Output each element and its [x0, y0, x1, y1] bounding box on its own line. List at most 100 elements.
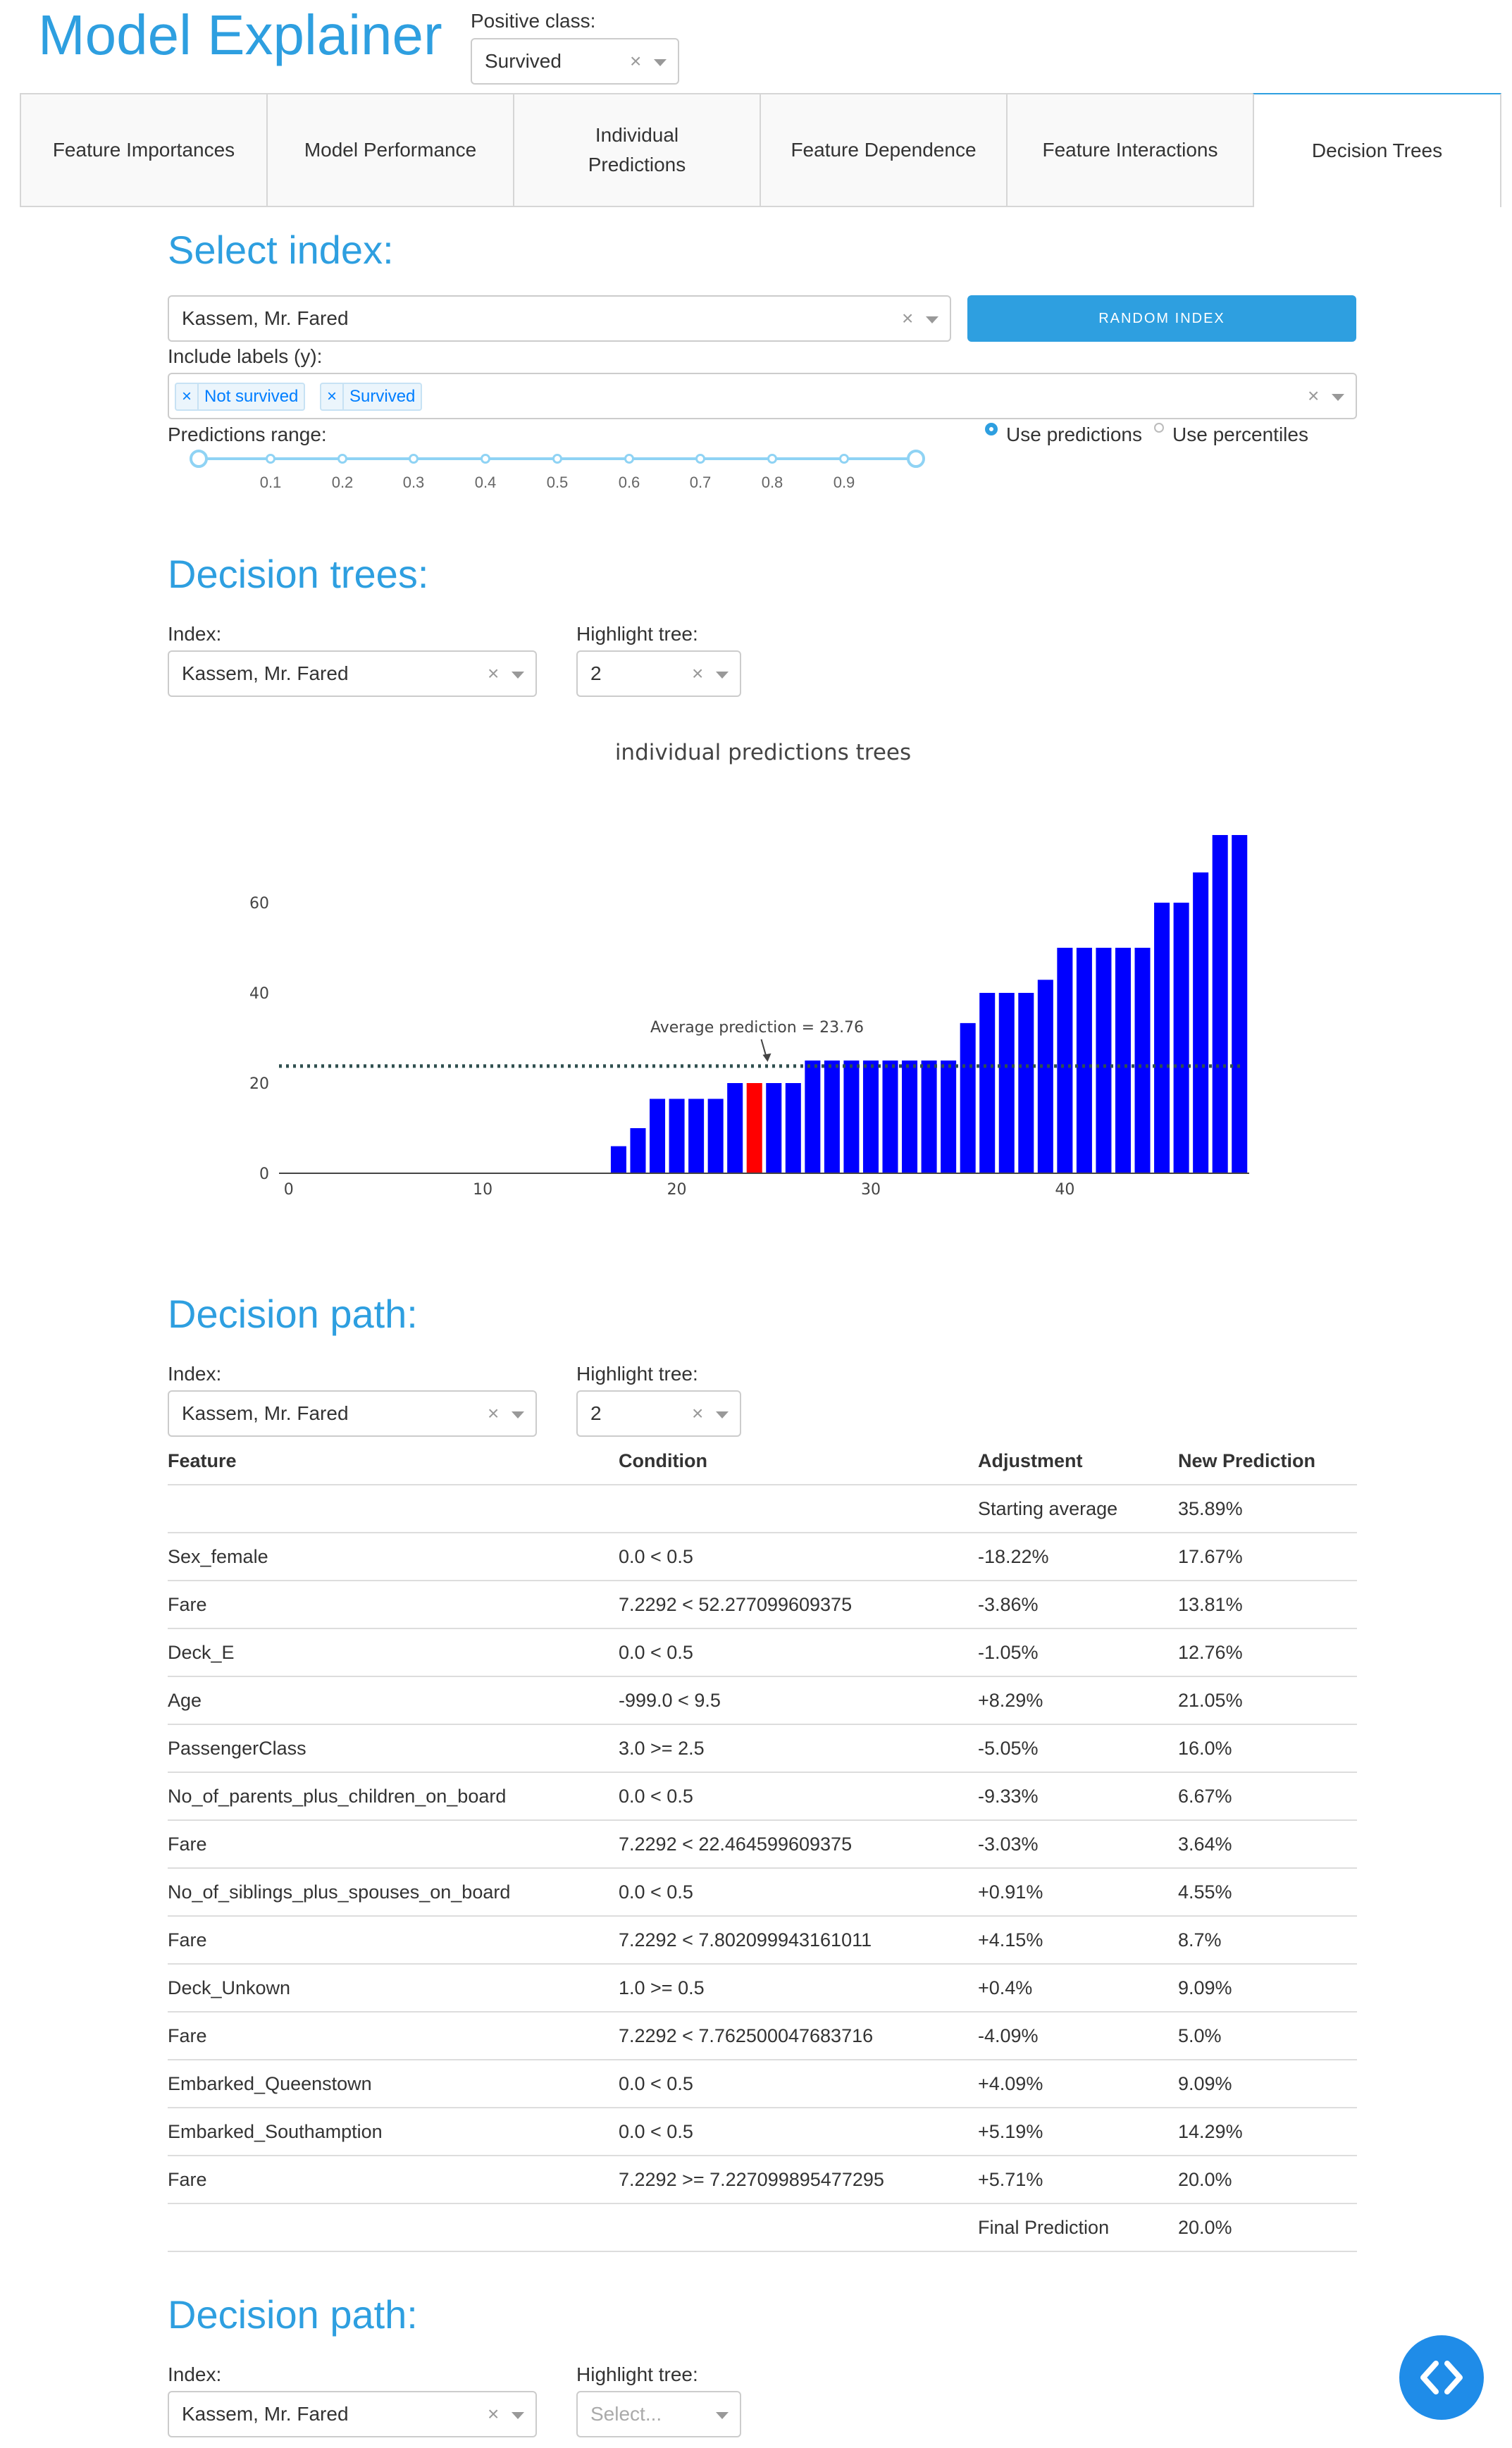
- range-mark: 0.3: [402, 474, 425, 491]
- code-fab-button[interactable]: [1399, 2335, 1484, 2420]
- new-prediction-cell: 9.09%: [1178, 2060, 1357, 2108]
- chevron-down-icon[interactable]: [716, 2412, 729, 2419]
- feature-cell: PassengerClass: [168, 1724, 619, 1773]
- slider-handle-max[interactable]: [907, 450, 925, 468]
- chevron-down-icon[interactable]: [716, 672, 729, 679]
- range-mark: 0.5: [546, 474, 569, 491]
- feature-cell: Fare: [168, 1581, 619, 1629]
- chevron-down-icon[interactable]: [654, 59, 667, 66]
- radio-use-predictions[interactable]: [985, 423, 998, 435]
- range-mark: 0.9: [833, 474, 855, 491]
- new-prediction-cell: 13.81%: [1178, 1581, 1357, 1629]
- bar: [630, 1128, 646, 1173]
- slider-dot: [767, 454, 777, 464]
- range-mark: 0.7: [689, 474, 712, 491]
- bar: [1232, 835, 1248, 1173]
- bar: [785, 1083, 801, 1173]
- clear-icon[interactable]: ×: [692, 662, 704, 684]
- clear-icon[interactable]: ×: [488, 2403, 500, 2425]
- positive-class-label: Positive class:: [471, 10, 596, 32]
- chevron-down-icon[interactable]: [1332, 394, 1344, 401]
- path-highlight-tree-select[interactable]: 2 ×: [576, 1390, 741, 1437]
- radio-use-percentiles[interactable]: [1154, 423, 1164, 433]
- tab-feature-interactions[interactable]: Feature Interactions: [1006, 93, 1254, 207]
- clear-icon[interactable]: ×: [488, 662, 500, 684]
- new-prediction-cell: 17.67%: [1178, 1533, 1357, 1581]
- bar: [1076, 948, 1092, 1173]
- radio-use-percentiles-label[interactable]: Use percentiles: [1172, 424, 1308, 445]
- index-select[interactable]: Kassem, Mr. Fared ×: [168, 295, 951, 342]
- new-prediction-cell: 5.0%: [1178, 2012, 1357, 2060]
- trees-index-select[interactable]: Kassem, Mr. Fared ×: [168, 650, 537, 697]
- bar: [998, 993, 1015, 1173]
- adjustment-cell: -3.86%: [978, 1581, 1178, 1629]
- radio-use-predictions-label[interactable]: Use predictions: [1006, 424, 1142, 445]
- tab-feature-importances[interactable]: Feature Importances: [20, 93, 268, 207]
- condition-cell: 7.2292 < 22.464599609375: [619, 1820, 978, 1869]
- positive-class-select[interactable]: Survived ×: [471, 38, 679, 85]
- bar: [1193, 872, 1209, 1173]
- condition-cell: 0.0 < 0.5: [619, 1868, 978, 1917]
- select-index-title: Select index:: [168, 228, 394, 272]
- label-chip-survived[interactable]: × Survived: [320, 383, 423, 411]
- chevron-down-icon[interactable]: [512, 1411, 524, 1418]
- chevron-down-icon[interactable]: [716, 1411, 729, 1418]
- label-chip-not-survived[interactable]: × Not survived: [175, 383, 306, 411]
- index-label: Index:: [168, 1363, 222, 1385]
- highlight-tree-value: 2: [590, 662, 602, 684]
- feature-cell: No_of_parents_plus_children_on_board: [168, 1772, 619, 1821]
- table-row: Sex_female 0.0 < 0.5 -18.22% 17.67%: [168, 1533, 1357, 1581]
- path2-index-select[interactable]: Kassem, Mr. Fared ×: [168, 2391, 537, 2437]
- decision-trees-title: Decision trees:: [168, 552, 429, 596]
- new-prediction-cell: 12.76%: [1178, 1628, 1357, 1677]
- condition-cell: 7.2292 >= 7.227099895477295: [619, 2156, 978, 2204]
- clear-icon[interactable]: ×: [1308, 385, 1320, 407]
- index-value: Kassem, Mr. Fared: [182, 2403, 349, 2425]
- column-header-feature: Feature: [168, 1438, 619, 1485]
- tab-feature-dependence[interactable]: Feature Dependence: [760, 93, 1008, 207]
- adjustment-cell: +5.71%: [978, 2156, 1178, 2204]
- decision-path-title: Decision path:: [168, 1292, 418, 1336]
- positive-class-value: Survived: [485, 50, 562, 72]
- bar: [1154, 903, 1170, 1173]
- tab-model-performance[interactable]: Model Performance: [266, 93, 514, 207]
- bar: [1096, 948, 1112, 1173]
- bar: [610, 1146, 626, 1173]
- highlight-tree-select[interactable]: 2 ×: [576, 650, 741, 697]
- slider-handle-min[interactable]: [190, 450, 208, 468]
- tab-bar: Feature Importances Model Performance In…: [20, 93, 1501, 207]
- table-header-row: Feature Condition Adjustment New Predict…: [168, 1438, 1357, 1485]
- path-index-select[interactable]: Kassem, Mr. Fared ×: [168, 1390, 537, 1437]
- predictions-range-slider[interactable]: [190, 450, 925, 468]
- remove-icon[interactable]: ×: [321, 384, 345, 409]
- feature-cell: Age: [168, 1676, 619, 1725]
- slider-dot: [266, 454, 275, 464]
- remove-icon[interactable]: ×: [176, 384, 199, 409]
- feature-cell: Fare: [168, 1916, 619, 1965]
- chevron-down-icon[interactable]: [512, 2412, 524, 2419]
- slider-dot: [695, 454, 705, 464]
- clear-icon[interactable]: ×: [692, 1402, 704, 1424]
- tab-decision-trees[interactable]: Decision Trees: [1253, 93, 1501, 207]
- adjustment-cell: +0.91%: [978, 1868, 1178, 1917]
- bar: [843, 1061, 860, 1173]
- clear-icon[interactable]: ×: [902, 307, 914, 329]
- average-prediction-annotation: Average prediction = 23.76: [650, 1019, 864, 1037]
- range-mark: 0.6: [618, 474, 640, 491]
- adjustment-cell: -9.33%: [978, 1772, 1178, 1821]
- individual-predictions-chart: individual predictions trees Average pre…: [249, 740, 1249, 1199]
- tab-individual-predictions[interactable]: Individual Predictions: [513, 93, 761, 207]
- bar: [960, 1022, 976, 1173]
- path2-highlight-tree-select[interactable]: Select...: [576, 2391, 741, 2437]
- random-index-button[interactable]: RANDOM INDEX: [967, 295, 1356, 342]
- clear-icon[interactable]: ×: [488, 1402, 500, 1424]
- chevron-down-icon[interactable]: [512, 672, 524, 679]
- include-labels-select[interactable]: × Not survived × Survived ×: [168, 373, 1357, 419]
- index-value: Kassem, Mr. Fared: [182, 1402, 349, 1424]
- highlight-tree-label: Highlight tree:: [576, 1363, 698, 1385]
- slider-dot: [481, 454, 490, 464]
- table-row: Fare 7.2292 < 7.762500047683716 -4.09% 5.0%: [168, 2012, 1357, 2060]
- chevron-down-icon[interactable]: [926, 316, 938, 323]
- clear-icon[interactable]: ×: [630, 50, 642, 72]
- adjustment-cell: -1.05%: [978, 1628, 1178, 1677]
